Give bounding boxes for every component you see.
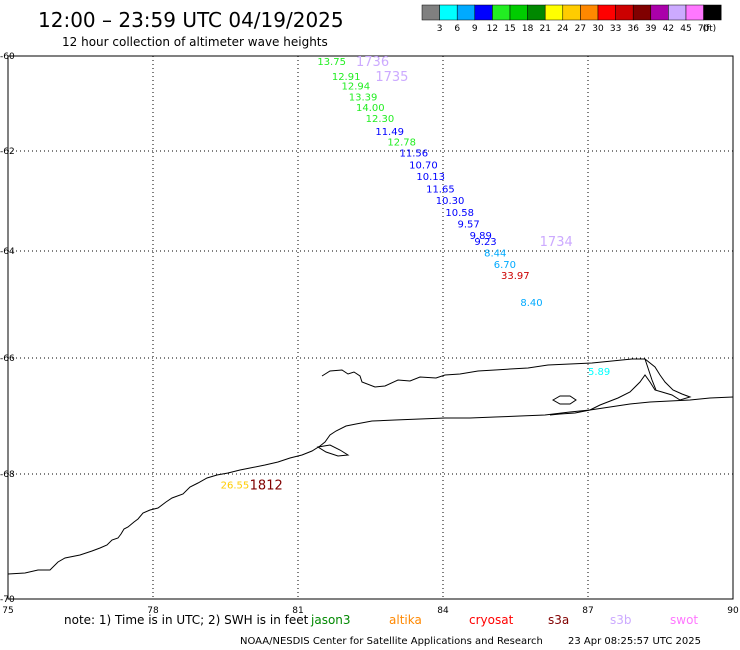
island-outline — [551, 395, 577, 405]
legend-swatch — [456, 4, 476, 21]
wave-height-value: 9.57 — [458, 220, 480, 231]
satellite-name: altika — [389, 613, 422, 627]
page-subtitle: 12 hour collection of altimeter wave hei… — [62, 35, 328, 49]
wave-height-value: 12.91 — [332, 72, 361, 83]
legend-label: 36 — [627, 24, 639, 34]
legend-swatch — [632, 4, 652, 21]
island-outline — [316, 444, 350, 457]
latitude-tick-label: -70 — [0, 595, 15, 605]
legend-swatch — [562, 4, 581, 21]
legend-label: 70 — [698, 24, 710, 34]
legend-label: 30 — [592, 24, 604, 34]
satellite-name: cryosat — [469, 613, 514, 627]
legend-label: 39 — [645, 24, 657, 34]
wave-height-value: 12.94 — [342, 81, 371, 92]
page-title: 12:00 – 23:59 UTC 04/19/2025 — [38, 8, 344, 32]
legend-swatch — [544, 4, 564, 21]
wave-height-value: 11.65 — [426, 185, 455, 196]
wave-height-value: 13.75 — [317, 57, 346, 68]
wave-height-value: 8.40 — [520, 298, 542, 309]
satellite-name: s3a — [548, 613, 569, 627]
legend-label: 24 — [557, 24, 569, 34]
legend-label: 3 — [437, 24, 443, 34]
satellite-pass-number: 1812 — [250, 479, 283, 494]
legend-label: 15 — [504, 24, 515, 34]
satellite-pass-number: 1736 — [356, 55, 389, 70]
satellite-name: s3b — [610, 613, 632, 627]
satellite-pass-number: 1734 — [540, 235, 573, 250]
footer-note: note: 1) Time is in UTC; 2) SWH is in fe… — [64, 613, 309, 627]
legend-swatch — [650, 4, 669, 21]
antarctic-coastline — [7, 358, 734, 575]
longitude-tick-label: 84 — [437, 606, 449, 616]
satellite-name: jason3 — [310, 613, 351, 627]
legend-swatch — [685, 4, 704, 21]
latitude-tick-label: -66 — [0, 354, 15, 364]
legend-swatch — [492, 4, 511, 21]
wave-height-value: 12.30 — [366, 114, 395, 125]
legend-swatch — [597, 4, 616, 21]
legend-swatch — [615, 4, 634, 21]
longitude-tick-label: 87 — [582, 606, 593, 616]
footer-timestamp: 23 Apr 08:25:57 UTC 2025 — [568, 636, 701, 647]
legend-label: 45 — [680, 24, 691, 34]
legend-label: 12 — [487, 24, 498, 34]
satellite-legend: jason3 altika cryosat s3a s3b swot — [310, 613, 698, 627]
legend-label: 9 — [472, 24, 478, 34]
latitude-tick-label: -60 — [0, 52, 15, 62]
legend-unit: (ft) — [703, 24, 717, 34]
wave-height-value: 10.58 — [445, 208, 474, 219]
legend-label: 27 — [575, 24, 586, 34]
wave-height-value: 11.56 — [400, 149, 429, 160]
legend-swatch — [703, 4, 722, 21]
legend-swatch — [580, 4, 599, 21]
satellite-name: swot — [670, 613, 698, 627]
wave-height-value: 10.13 — [416, 172, 445, 183]
legend-label: 21 — [539, 24, 550, 34]
legend-label: 42 — [663, 24, 674, 34]
wave-height-value: 11.49 — [375, 127, 404, 138]
legend-label: 6 — [454, 24, 460, 34]
wave-height-value: 6.70 — [494, 260, 516, 271]
latitude-tick-label: -64 — [0, 247, 15, 257]
coastline-path — [7, 396, 734, 575]
legend-swatch — [668, 4, 687, 21]
longitude-tick-label: 81 — [292, 606, 303, 616]
legend-swatch — [527, 4, 546, 21]
satellite-pass-number: 1735 — [375, 70, 408, 85]
wave-height-color-legend: 3 6 9 12 15 18 21 24 27 30 33 36 39 42 45 70(ft) — [421, 4, 722, 34]
wave-height-value: 5.89 — [588, 367, 610, 378]
footer-credit: NOAA/NESDIS Center for Satellite Applica… — [240, 636, 543, 647]
wave-height-value: 9.89 — [470, 231, 492, 242]
latitude-tick-label: -62 — [0, 147, 15, 157]
wave-height-value: 8.44 — [484, 249, 506, 260]
wave-height-value: 9.23 — [474, 237, 496, 248]
legend-label: 18 — [522, 24, 534, 34]
longitude-tick-label: 75 — [2, 606, 13, 616]
latitude-tick-label: -68 — [0, 470, 15, 480]
wave-height-value: 12.78 — [387, 138, 416, 149]
ice-shelf-outline — [321, 358, 692, 416]
wave-height-value: 26.55 — [221, 481, 250, 492]
longitude-tick-label: 78 — [147, 606, 159, 616]
longitude-tick-label: 90 — [727, 606, 739, 616]
wave-height-value: 10.30 — [436, 196, 465, 207]
map-grid: 75 78 81 84 87 90 -60 -62 -64 -66 -68 -70 — [0, 52, 739, 616]
legend-swatch — [509, 4, 528, 21]
wave-height-value: 10.70 — [409, 161, 438, 172]
peninsula-outline — [644, 358, 657, 391]
map-frame — [7, 55, 734, 600]
wave-height-value: 14.00 — [356, 103, 385, 114]
legend-label: 33 — [610, 24, 621, 34]
legend-swatch — [439, 4, 458, 21]
legend-swatch — [474, 4, 493, 21]
wave-height-value: 33.97 — [501, 271, 530, 282]
wave-height-value: 13.39 — [349, 92, 378, 103]
legend-swatch — [421, 4, 440, 21]
